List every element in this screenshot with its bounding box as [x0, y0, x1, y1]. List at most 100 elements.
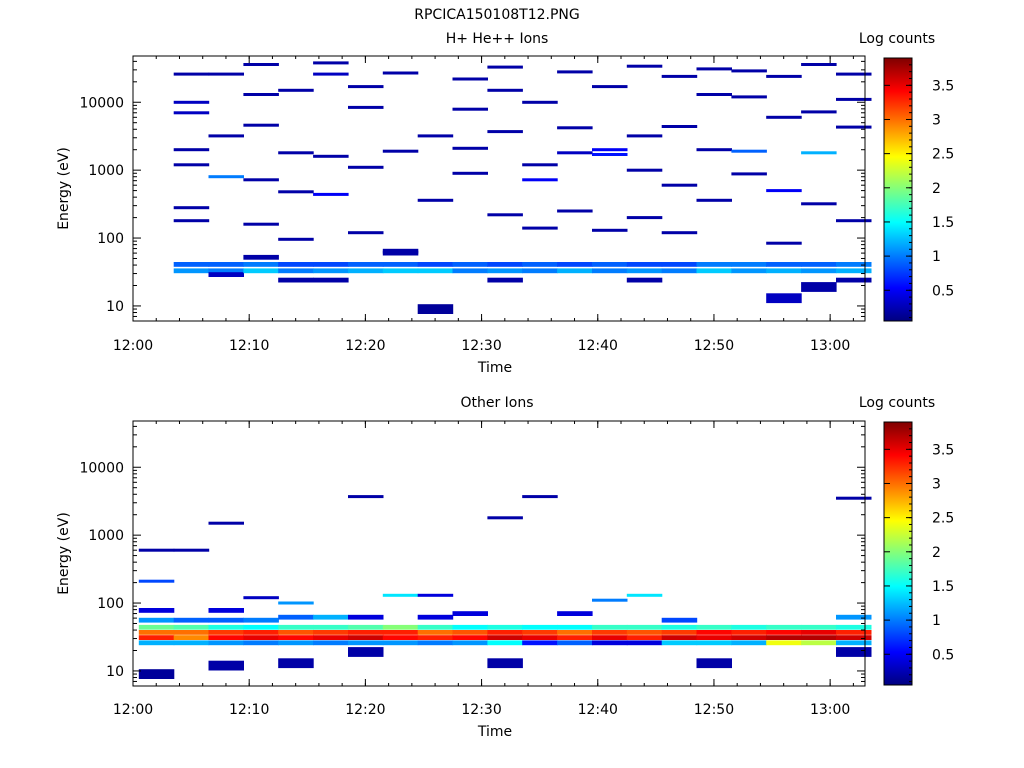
- spectrogram-cell: [522, 640, 558, 646]
- spectrogram-cell: [382, 262, 419, 267]
- spectrogram-cell: [661, 183, 698, 187]
- spectrogram-cell: [522, 100, 558, 104]
- spectrogram-cells: [173, 61, 872, 314]
- figure-title: RPCICA150108T12.PNG: [414, 7, 579, 23]
- spectrogram-cell: [766, 115, 802, 119]
- spectrogram-cell: [138, 669, 175, 679]
- spectrogram-cell: [487, 624, 523, 630]
- x-axis-label: Time: [477, 724, 512, 740]
- spectrogram-cell: [208, 72, 244, 76]
- spectrogram-cell: [801, 63, 837, 66]
- spectrogram-cell: [452, 107, 488, 111]
- spectrogram-cell: [348, 624, 384, 630]
- spectrogram-cell: [557, 635, 593, 640]
- spectrogram-cell: [836, 614, 872, 620]
- spectrogram-cell: [522, 495, 558, 499]
- spectrogram-cell: [522, 226, 558, 230]
- spectrogram-cell: [417, 640, 454, 646]
- panel-other-ions: 12:00 12:10 12:20 12:30 12:40 12:50 13:00 10 100…: [56, 395, 954, 740]
- spectrogram-cell: [592, 630, 628, 635]
- spectrogram-cell: [731, 268, 767, 274]
- spectrogram-cell: [801, 630, 837, 635]
- spectrogram-cell: [278, 190, 314, 194]
- x-tick-label: 12:10: [229, 702, 269, 718]
- spectrogram-cell: [801, 282, 837, 292]
- spectrogram-cell: [836, 640, 872, 646]
- spectrogram-cell: [661, 635, 698, 640]
- spectrogram-cell: [487, 277, 523, 283]
- spectrogram-cell: [208, 660, 244, 671]
- spectrogram-cell: [348, 268, 384, 274]
- spectrogram-cell: [382, 630, 419, 635]
- spectrogram-cell: [348, 630, 384, 635]
- x-tick-label: 12:20: [345, 702, 385, 718]
- spectrogram-cell: [452, 640, 488, 646]
- x-tick-label: 12:40: [578, 702, 618, 718]
- x-tick-label: 12:00: [113, 338, 153, 354]
- spectrogram-cell: [313, 614, 349, 620]
- spectrogram-cell: [557, 624, 593, 630]
- spectrogram-cell: [313, 262, 349, 267]
- spectrogram-cell: [801, 268, 837, 274]
- spectrogram-cell: [243, 640, 279, 646]
- spectrogram-cell: [382, 624, 419, 630]
- spectrogram-cell: [487, 658, 523, 669]
- spectrogram-cell: [313, 635, 349, 640]
- spectrogram-cell: [313, 640, 349, 646]
- colorbar-tick-label: 3.5: [932, 78, 954, 94]
- spectrogram-cell: [138, 548, 175, 552]
- spectrogram-cell: [348, 614, 384, 620]
- x-tick-label: 12:10: [229, 338, 269, 354]
- spectrogram-cell: [696, 630, 732, 635]
- spectrogram-cell: [836, 72, 872, 76]
- colorbar-title: Log counts: [859, 395, 935, 411]
- spectrogram-cell: [557, 630, 593, 635]
- spectrogram-cell: [243, 123, 279, 127]
- spectrogram-cell: [836, 97, 872, 101]
- spectrogram-cell: [557, 151, 593, 155]
- spectrogram-cell: [487, 635, 523, 640]
- spectrogram-cell: [417, 635, 454, 640]
- spectrogram-cell: [696, 658, 732, 669]
- spectrogram-cell: [173, 206, 210, 210]
- spectrogram-cell: [626, 216, 663, 220]
- spectrogram-cell: [417, 304, 454, 314]
- spectrogram-cell: [278, 630, 314, 635]
- y-tick-label: 1000: [88, 528, 124, 544]
- spectrogram-cell: [348, 640, 384, 646]
- spectrogram-cell: [626, 277, 663, 283]
- spectrogram-cell: [487, 130, 523, 134]
- spectrogram-cell: [173, 163, 210, 167]
- spectrogram-cell: [173, 219, 210, 223]
- plot-frame: [132, 55, 866, 322]
- spectrogram-cell: [801, 262, 837, 267]
- spectrogram-cell: [626, 593, 663, 597]
- spectrogram-cell: [173, 148, 210, 152]
- spectrogram-cell: [731, 624, 767, 630]
- spectrogram-cell: [766, 293, 802, 304]
- spectrogram-cell: [801, 635, 837, 640]
- spectrogram-cell: [417, 262, 454, 267]
- spectrogram-cell: [173, 548, 210, 552]
- spectrogram-cell: [626, 640, 663, 646]
- panel-title: H+ He++ Ions: [446, 31, 549, 47]
- spectrogram-cell: [487, 65, 523, 69]
- colorbar-tick-label: 1: [932, 249, 941, 265]
- spectrogram-cell: [626, 168, 663, 172]
- spectrogram-cell: [173, 100, 210, 104]
- spectrogram-cell: [208, 608, 244, 613]
- spectrogram-cell: [452, 624, 488, 630]
- spectrogram-cell: [173, 111, 210, 115]
- spectrogram-cell: [836, 277, 872, 283]
- spectrogram-cell: [208, 521, 244, 525]
- spectrogram-cell: [208, 635, 244, 640]
- spectrogram-cell: [522, 163, 558, 167]
- spectrogram-cell: [278, 151, 314, 155]
- spectrogram-cell: [243, 254, 279, 260]
- y-tick-label: 100: [97, 231, 124, 247]
- spectrogram-cell: [138, 635, 175, 640]
- spectrogram-cell: [487, 88, 523, 92]
- spectrogram-cell: [348, 495, 384, 499]
- spectrogram-cell: [731, 95, 767, 99]
- x-tick-label: 12:30: [461, 702, 501, 718]
